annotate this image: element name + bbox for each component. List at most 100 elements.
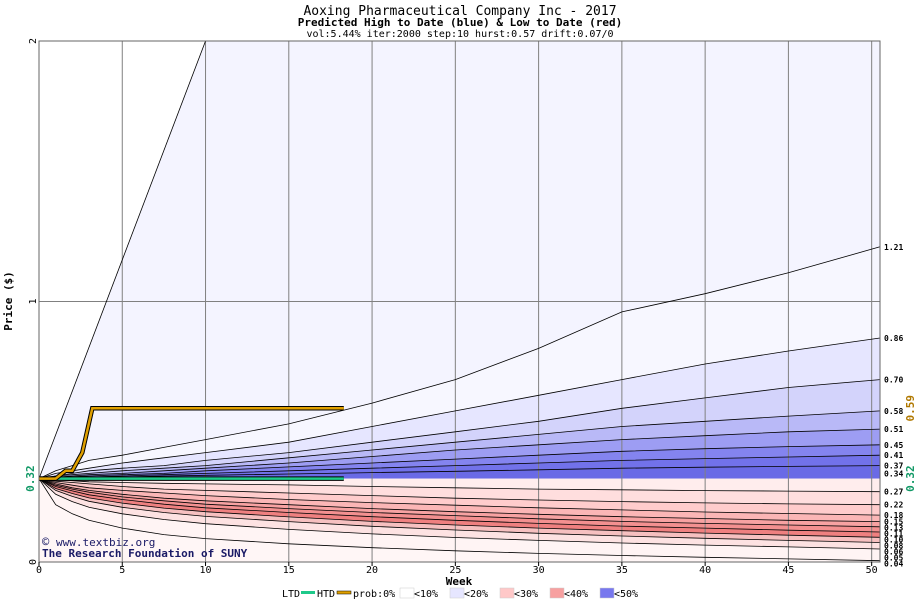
- legend-prob-swatch: [499, 587, 515, 599]
- x-tick-label: 10: [200, 565, 212, 576]
- legend-prob-label: prob:0%: [353, 589, 395, 600]
- legend-htd-label: HTD: [317, 589, 335, 600]
- right-value-label: 1.21: [884, 243, 903, 252]
- legend-ltd-label: LTD: [282, 589, 300, 600]
- band-boundary-line: [38, 478, 881, 543]
- right-value-label: 0.51: [884, 425, 903, 434]
- x-axis-label: Week: [446, 575, 473, 588]
- band-boundary-line: [38, 478, 881, 522]
- high-band-area: [39, 429, 880, 479]
- high-band-area: [39, 246, 880, 479]
- low-band-area: [39, 478, 880, 561]
- band-boundary-line: [38, 478, 881, 528]
- x-tick-label: 45: [782, 565, 794, 576]
- x-tick-label: 20: [366, 565, 378, 576]
- right-value-label: 0.13: [884, 524, 903, 533]
- right-axis-price-label: 0.32: [904, 465, 917, 492]
- x-axis-ticks: 0 5 10 15 20 25 30 35 40 45 50: [36, 562, 878, 576]
- right-value-label: 0.22: [884, 501, 903, 510]
- band-area-outer: [39, 41, 880, 479]
- band-boundary-line: [38, 337, 881, 479]
- right-value-label: 0.58: [884, 407, 903, 416]
- x-tick-label: 30: [533, 565, 545, 576]
- right-value-label: 0.15: [884, 518, 903, 527]
- high-band-area: [39, 338, 880, 479]
- chart-subtitle: Predicted High to Date (blue) & Low to D…: [298, 16, 623, 29]
- copyright-symbol: ©: [42, 535, 50, 549]
- band-boundary-line: [38, 410, 881, 479]
- low-band-area: [39, 478, 880, 516]
- band-boundary-line: [38, 478, 881, 550]
- legend-prob-swatch: [449, 587, 465, 599]
- y-tick-label: 0: [28, 559, 39, 565]
- chart-params: vol:5.44% iter:2000 step:10 hurst:0.57 d…: [306, 29, 613, 40]
- x-tick-label: 40: [699, 565, 711, 576]
- left-price-label: 0.32: [24, 465, 37, 492]
- band-boundary-line: [38, 478, 881, 533]
- htd-ltd-series: [39, 406, 344, 481]
- right-value-labels: 1.21 0.86 0.70 0.58 0.51 0.450.41 0.370.34 0.27…: [884, 243, 917, 569]
- right-value-label: 0.27: [884, 488, 903, 497]
- legend-prob-item-label: <50%: [614, 589, 638, 600]
- htd-line: [39, 407, 344, 480]
- band-boundary-line: [38, 478, 881, 516]
- watermark-org: The Research Foundation of SUNY: [42, 547, 248, 560]
- max-bound-line: [38, 40, 206, 479]
- right-value-label: 0.10: [884, 536, 903, 545]
- high-band-area: [39, 455, 880, 479]
- right-value-label: 0.70: [884, 376, 903, 385]
- right-value-label: 0.05: [884, 554, 903, 563]
- low-band-area: [39, 478, 880, 505]
- right-value-label: 0.41: [884, 451, 903, 460]
- high-band-area: [39, 465, 880, 479]
- low-band-area: [39, 478, 880, 492]
- y-tick-label: 2: [28, 38, 39, 44]
- x-tick-label: 15: [283, 565, 295, 576]
- right-value-label: 0.86: [884, 334, 903, 343]
- high-band-area: [39, 379, 880, 479]
- low-band-area: [39, 478, 880, 532]
- low-band-area: [39, 478, 880, 527]
- y-tick-label: 1: [28, 298, 39, 304]
- band-boundary-line: [38, 428, 881, 479]
- x-tick-label: 0: [36, 565, 42, 576]
- band-boundary-line: [38, 478, 881, 562]
- legend-ltd-swatch: [301, 591, 315, 594]
- legend-prob-item-label: <40%: [564, 589, 588, 600]
- legend-prob-item-label: <20%: [464, 589, 488, 600]
- x-tick-label: 50: [866, 565, 878, 576]
- watermark-url: www.textbiz.org: [56, 536, 155, 549]
- right-value-label: 0.08: [884, 542, 903, 551]
- right-value-label: 0.11: [884, 530, 903, 539]
- right-axis-price-label: 0.59: [904, 395, 917, 422]
- x-tick-label: 5: [119, 565, 125, 576]
- legend-prob-item-label: <30%: [514, 589, 538, 600]
- band-boundary-line: [38, 478, 881, 493]
- legend-prob-swatch: [549, 587, 565, 599]
- grid-lines: [39, 41, 880, 562]
- band-boundary-line: [38, 379, 881, 479]
- low-band-area: [39, 478, 880, 549]
- plot-frame: [38, 40, 881, 563]
- right-value-label: 0.37: [884, 462, 903, 471]
- low-band-area: [39, 478, 880, 522]
- right-value-label: 0.34: [884, 469, 903, 478]
- legend-prob-item-label: <10%: [414, 589, 438, 600]
- watermark: © www.textbiz.org The Research Foundatio…: [42, 535, 248, 560]
- chart-title: Aoxing Pharmaceutical Company Inc - 2017: [303, 4, 616, 19]
- legend-htd-swatch: [336, 590, 352, 595]
- legend: LTD HTD prob:0% <10% <20% <30% <40% <50%: [282, 587, 638, 600]
- x-tick-label: 35: [616, 565, 628, 576]
- legend-prob-swatch: [399, 587, 415, 599]
- band-boundary-line: [38, 478, 881, 538]
- x-tick-label: 25: [449, 565, 461, 576]
- band-boundary-line: [38, 478, 881, 506]
- high-band-area: [39, 444, 880, 479]
- low-band-area: [39, 478, 880, 543]
- right-value-label: 0.06: [884, 548, 903, 557]
- legend-prob-items: <10% <20% <30% <40% <50%: [399, 587, 638, 600]
- y-axis-label: Price ($): [2, 271, 15, 331]
- y-axis-ticks: 0 1 2: [28, 38, 39, 565]
- right-value-label: 0.18: [884, 511, 903, 520]
